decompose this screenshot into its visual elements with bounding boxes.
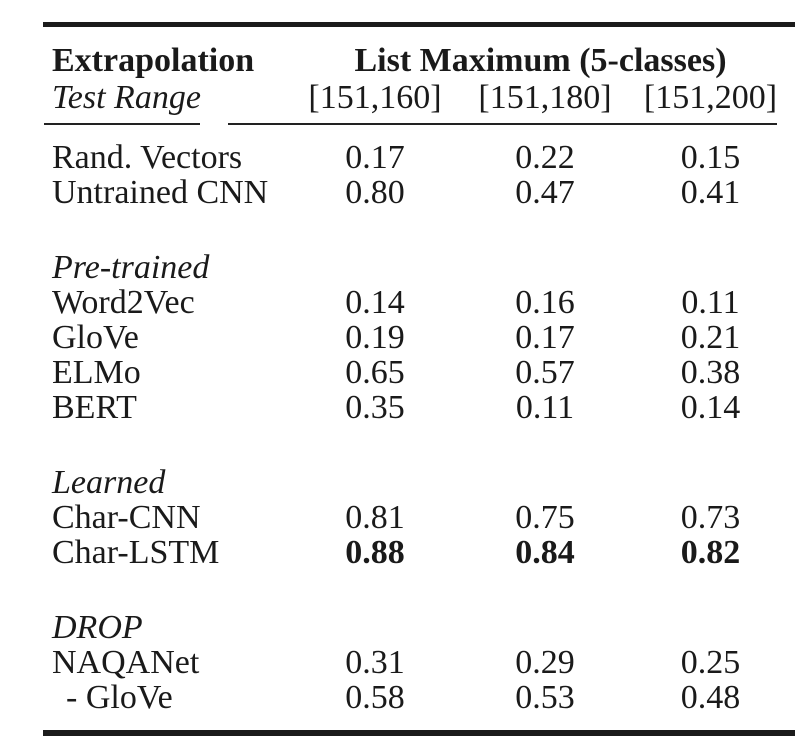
section-header-row: DROP: [43, 610, 795, 645]
cell-value: [286, 465, 464, 500]
table-row: Char-LSTM 0.88 0.84 0.82: [43, 535, 795, 570]
cell-value: 0.14: [345, 284, 405, 321]
row-label: Rand. Vectors: [52, 139, 243, 176]
table-row: - GloVe 0.58 0.53 0.48: [43, 680, 795, 715]
cell-value: [286, 610, 464, 645]
cell-value: 0.84: [515, 534, 575, 571]
table-bottom-rule: [43, 730, 795, 736]
table-row: Char-CNN 0.81 0.75 0.73: [43, 500, 795, 535]
cmidrule-cols2-4: [228, 123, 777, 125]
cell-value: 0.29: [515, 644, 575, 681]
table-row: Word2Vec 0.14 0.16 0.11: [43, 285, 795, 320]
cell-value: 0.53: [515, 679, 575, 716]
table-row: NAQANet 0.31 0.29 0.25: [43, 645, 795, 680]
header-range-col-1: [151,160]: [308, 79, 442, 116]
cell-value: 0.75: [515, 499, 575, 536]
header-test-range: Test Range: [52, 79, 201, 116]
cell-value: 0.25: [680, 644, 741, 681]
header-range-col-2: [151,180]: [478, 79, 612, 116]
cell-value: 0.81: [345, 499, 405, 536]
cell-value: 0.41: [680, 174, 741, 211]
cell-value: 0.19: [345, 319, 405, 356]
cell-value: 0.31: [345, 644, 405, 681]
cell-value: 0.82: [680, 534, 741, 571]
section-header-row: Learned: [43, 465, 795, 500]
row-label: Char-CNN: [52, 499, 201, 536]
table-row: ELMo 0.65 0.57 0.38: [43, 355, 795, 390]
cell-value: 0.88: [345, 534, 405, 571]
table-top-rule: [43, 22, 795, 27]
cell-value: 0.73: [680, 499, 741, 536]
cell-value: [626, 610, 795, 645]
section-label: DROP: [52, 609, 143, 646]
row-label: GloVe: [52, 319, 139, 356]
row-label: Untrained CNN: [52, 174, 269, 211]
section-label: Learned: [52, 464, 166, 501]
cell-value: 0.22: [515, 139, 575, 176]
cell-value: 0.38: [680, 354, 741, 391]
row-label: Word2Vec: [52, 284, 195, 321]
cell-value: 0.11: [515, 389, 575, 426]
table-row: Rand. Vectors 0.17 0.22 0.15: [43, 140, 795, 175]
cell-value: 0.65: [345, 354, 405, 391]
cell-value: 0.21: [680, 319, 741, 356]
cell-value: [626, 250, 795, 285]
cell-value: 0.80: [345, 174, 405, 211]
table-header: Extrapolation List Maximum (5-classes) T…: [43, 42, 795, 116]
table-row: GloVe 0.19 0.17 0.21: [43, 320, 795, 355]
table-row: BERT 0.35 0.11 0.14: [43, 390, 795, 425]
header-extrapolation: Extrapolation: [52, 42, 255, 79]
row-label: ELMo: [52, 354, 141, 391]
cell-value: [464, 465, 626, 500]
table-body: Rand. Vectors 0.17 0.22 0.15 Untrained CNN 0.…: [43, 140, 795, 715]
row-label: BERT: [52, 389, 137, 426]
section-header-row: Pre-trained: [43, 250, 795, 285]
cell-value: 0.16: [515, 284, 575, 321]
table-row: Untrained CNN 0.80 0.47 0.41: [43, 175, 795, 210]
row-label: NAQANet: [52, 644, 200, 681]
row-label: Char-LSTM: [52, 534, 220, 571]
cell-value: 0.17: [345, 139, 405, 176]
cell-value: 0.48: [680, 679, 741, 716]
cell-value: [464, 250, 626, 285]
header-group-label: List Maximum (5-classes): [354, 42, 727, 79]
cell-value: [286, 250, 464, 285]
cell-value: 0.14: [680, 389, 741, 426]
cell-value: 0.58: [345, 679, 405, 716]
cell-value: 0.57: [515, 354, 575, 391]
header-range-col-3: [151,200]: [643, 79, 778, 116]
cell-value: 0.17: [515, 319, 575, 356]
cell-value: [464, 610, 626, 645]
cell-value: [626, 465, 795, 500]
cell-value: 0.15: [680, 139, 741, 176]
cell-value: 0.35: [345, 389, 405, 426]
section-label: Pre-trained: [52, 249, 210, 286]
cell-value: 0.47: [515, 174, 575, 211]
row-label: - GloVe: [66, 679, 173, 716]
cmidrule-col1: [44, 123, 200, 125]
cell-value: 0.11: [681, 284, 740, 321]
